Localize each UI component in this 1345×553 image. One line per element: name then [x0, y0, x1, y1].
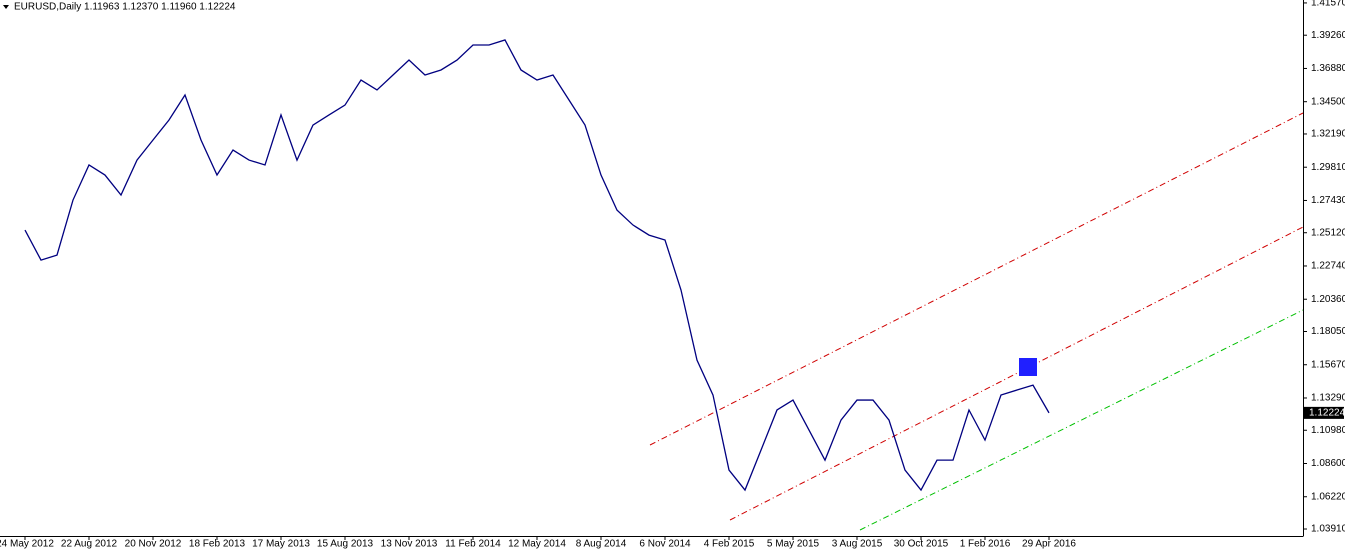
y-tick-label: 1.22740: [1311, 261, 1345, 272]
x-tick-label: 15 Aug 2013: [317, 539, 374, 550]
y-tick-label: 1.29810: [1311, 162, 1345, 173]
chart-title: EURUSD,Daily 1.11963 1.12370 1.11960 1.1…: [14, 2, 236, 13]
channel-upper: [649, 112, 1304, 446]
x-tick-label: 30 Oct 2015: [894, 539, 949, 550]
title-arrow: [3, 5, 9, 9]
y-tick-label: 1.13290: [1311, 393, 1345, 404]
marker-square: [1019, 358, 1037, 376]
y-tick-label: 1.32190: [1311, 129, 1345, 140]
y-tick-label: 1.08600: [1311, 458, 1345, 469]
y-tick-label: 1.36880: [1311, 63, 1345, 74]
y-tick-label: 1.34500: [1311, 96, 1345, 107]
y-tick-label: 1.39260: [1311, 30, 1345, 41]
x-tick-label: 29 Apr 2016: [1022, 539, 1076, 550]
y-tick-label: 1.25120: [1311, 227, 1345, 238]
x-tick-label: 22 Aug 2012: [61, 539, 118, 550]
x-tick-label: 13 Nov 2013: [381, 539, 438, 550]
x-tick-label: 24 May 2012: [0, 539, 54, 550]
x-tick-label: 1 Feb 2016: [960, 539, 1011, 550]
y-tick-label: 1.03910: [1311, 524, 1345, 535]
last-price-label: 1.12224: [1309, 408, 1345, 419]
x-tick-label: 11 Feb 2014: [445, 539, 501, 550]
y-tick-label: 1.20360: [1311, 294, 1345, 305]
y-tick-label: 1.06220: [1311, 491, 1345, 502]
y-tick-label: 1.18050: [1311, 326, 1345, 337]
y-tick-label: 1.15670: [1311, 359, 1345, 370]
x-tick-label: 18 Feb 2013: [189, 539, 246, 550]
x-tick-label: 8 Aug 2014: [576, 539, 627, 550]
price-line: [24, 39, 1050, 492]
channel-lower: [729, 226, 1304, 521]
x-tick-label: 3 Aug 2015: [832, 539, 883, 550]
x-tick-label: 5 May 2015: [767, 539, 820, 550]
y-tick-label: 1.27430: [1311, 195, 1345, 206]
channel-support: [859, 309, 1304, 531]
last-price-box: [1304, 406, 1344, 419]
x-tick-label: 17 May 2013: [252, 539, 310, 550]
y-tick-label: 1.10980: [1311, 425, 1345, 436]
x-tick-label: 12 May 2014: [508, 539, 566, 550]
y-tick-label: 1.41570: [1311, 0, 1345, 9]
x-tick-label: 20 Nov 2012: [125, 539, 182, 550]
x-tick-label: 6 Nov 2014: [639, 539, 691, 550]
x-tick-label: 4 Feb 2015: [704, 539, 755, 550]
